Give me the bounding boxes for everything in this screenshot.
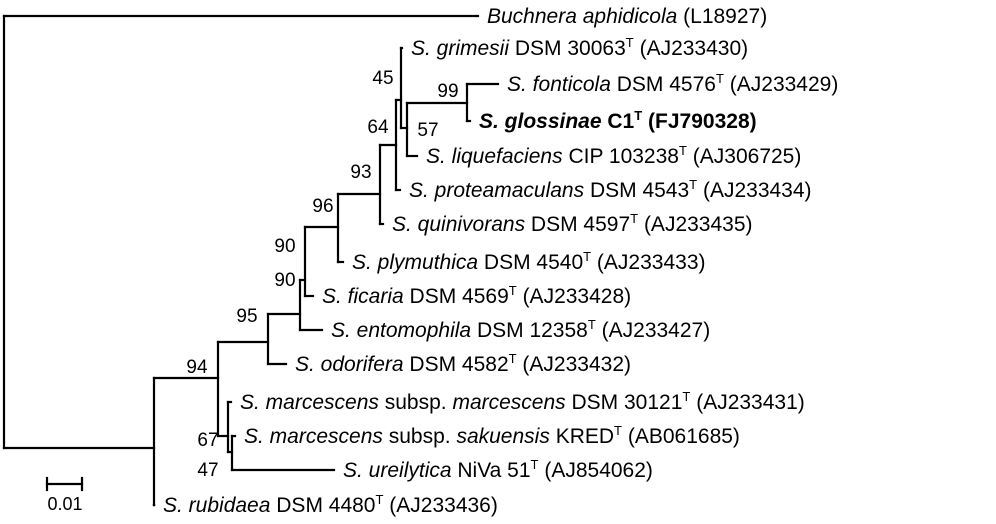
leaf-label-part: T (630, 211, 638, 226)
leaf-label-part: CIP 103238 (568, 145, 679, 168)
bootstrap-labels: 45 99 57 64 93 96 90 90 95 94 67 47 (186, 68, 458, 481)
leaf-label-part: S. plymuthica (352, 251, 478, 274)
leaf-label-fonticola: S. fonticola DSM 4576T (AJ233429) (507, 71, 838, 96)
leaf-label-glossinae: S. glossinae C1T (FJ790328) (479, 108, 757, 133)
leaf-label-part: S. marcescens (244, 425, 383, 448)
leaf-label-part: T (509, 351, 517, 366)
leaf-label-part: S. fonticola (507, 73, 611, 96)
leaf-label-part: S. liquefaciens (426, 145, 563, 168)
leaf-label-part: (AJ233431) (696, 391, 805, 414)
scale-bar: 0.01 (45, 476, 84, 514)
leaf-label-part: T (375, 492, 383, 507)
leaf-label-part: (AJ233428) (523, 285, 632, 308)
bootstrap-value: 90 (274, 236, 295, 257)
leaf-label-part: T (682, 389, 690, 404)
bootstrap-value: 47 (197, 460, 218, 481)
leaf-label-part: DSM 4569 (410, 285, 509, 308)
bootstrap-value: 45 (372, 68, 393, 89)
leaf-label-part: S. glossinae (479, 110, 602, 133)
leaf-label-part: DSM 4582 (409, 353, 508, 376)
leaf-label-part: subsp. (389, 425, 451, 448)
leaf-label-part: S. marcescens (240, 391, 379, 414)
leaf-label-part: (FJ790328) (648, 110, 757, 133)
leaf-label-marcescens: S. marcescens subsp. marcescens DSM 3012… (240, 389, 805, 414)
leaf-label-part: S. entomophila (331, 319, 471, 342)
leaf-label-ficaria: S. ficaria DSM 4569T (AJ233428) (322, 283, 631, 308)
leaf-label-plymuthica: S. plymuthica DSM 4540T (AJ233433) (352, 249, 706, 274)
leaf-label-liquefaciens: S. liquefaciens CIP 103238T (AJ306725) (426, 143, 801, 168)
leaf-label-part: (AB061685) (628, 425, 740, 448)
leaf-label-part: (AJ233432) (522, 353, 631, 376)
leaf-label-part: NiVa 51 (457, 459, 530, 482)
leaf-label-part: S. odorifera (295, 353, 404, 376)
leaf-label-part: KRED (556, 425, 614, 448)
leaf-label-quinivorans: S. quinivorans DSM 4597T (AJ233435) (392, 211, 753, 236)
leaf-label-rubidaea: S. rubidaea DSM 4480T (AJ233436) (163, 492, 498, 517)
leaf-label-part: T (614, 423, 622, 438)
leaf-label-part: T (634, 108, 642, 123)
bootstrap-value: 99 (437, 81, 458, 102)
leaf-labels: Buchnera aphidicola (L18927) S. grimesii … (163, 5, 838, 517)
leaf-label-buchnera: Buchnera aphidicola (L18927) (487, 5, 767, 28)
leaf-label-part: (AJ233429) (730, 73, 839, 96)
leaf-label-part: DSM 4480 (276, 494, 375, 517)
bootstrap-value: 96 (312, 196, 333, 217)
leaf-label-ureilytica: S. ureilytica NiVa 51T (AJ854062) (343, 457, 653, 482)
leaf-label-part: T (626, 35, 634, 50)
bootstrap-value: 67 (197, 430, 218, 451)
bootstrap-value: 90 (274, 270, 295, 291)
leaf-label-part: sakuensis (456, 425, 550, 448)
leaf-label-part: T (679, 143, 687, 158)
leaf-label-part: S. ureilytica (343, 459, 452, 482)
leaf-label-sakuensis: S. marcescens subsp. sakuensis KREDT (AB… (244, 423, 740, 448)
leaf-label-part: (AJ233436) (389, 494, 498, 517)
bootstrap-value: 94 (186, 357, 208, 378)
leaf-label-part: DSM 4597 (531, 213, 630, 236)
leaf-label-part: (AJ233435) (644, 213, 753, 236)
leaf-label-part: (AJ233434) (703, 179, 812, 202)
leaf-label-part: DSM 4576 (617, 73, 716, 96)
leaf-label-part: T (716, 71, 724, 86)
leaf-label-part: C1 (607, 110, 634, 133)
leaf-label-part: S. ficaria (322, 285, 404, 308)
tree-branches (2, 14, 500, 507)
leaf-label-part: T (583, 249, 591, 264)
leaf-label-part: T (531, 457, 539, 472)
leaf-label-part: DSM 30063 (515, 37, 626, 60)
leaf-label-part: Buchnera aphidicola (487, 5, 677, 28)
bootstrap-value: 93 (350, 162, 371, 183)
leaf-label-part: DSM 30121 (572, 391, 683, 414)
leaf-label-part: S. grimesii (411, 37, 510, 60)
leaf-label-part: (AJ306725) (693, 145, 802, 168)
leaf-label-part: (L18927) (683, 5, 767, 28)
leaf-label-grimesii: S. grimesii DSM 30063T (AJ233430) (411, 35, 748, 60)
scale-bar-label: 0.01 (47, 494, 82, 514)
bootstrap-value: 64 (367, 117, 389, 138)
leaf-label-part: S. rubidaea (163, 494, 270, 517)
leaf-label-entomophila: S. entomophila DSM 12358T (AJ233427) (331, 317, 710, 342)
leaf-label-part: (AJ854062) (544, 459, 653, 482)
bootstrap-value: 57 (417, 120, 438, 141)
leaf-label-part: S. quinivorans (392, 213, 526, 236)
leaf-label-part: subsp. (385, 391, 447, 414)
leaf-label-proteamaculans: S. proteamaculans DSM 4543T (AJ233434) (409, 177, 812, 202)
leaf-label-odorifera: S. odorifera DSM 4582T (AJ233432) (295, 351, 631, 376)
leaf-label-part: DSM 4540 (484, 251, 583, 274)
leaf-label-part: (AJ233430) (640, 37, 749, 60)
leaf-label-part: T (689, 177, 697, 192)
leaf-label-part: DSM 12358 (477, 319, 588, 342)
bootstrap-value: 95 (236, 306, 257, 327)
leaf-label-part: S. proteamaculans (409, 179, 585, 202)
leaf-label-part: (AJ233433) (597, 251, 706, 274)
leaf-label-part: (AJ233427) (602, 319, 711, 342)
leaf-label-part: T (588, 317, 596, 332)
leaf-label-part: DSM 4543 (590, 179, 689, 202)
leaf-label-part: T (509, 283, 517, 298)
leaf-label-part: marcescens (452, 391, 566, 414)
